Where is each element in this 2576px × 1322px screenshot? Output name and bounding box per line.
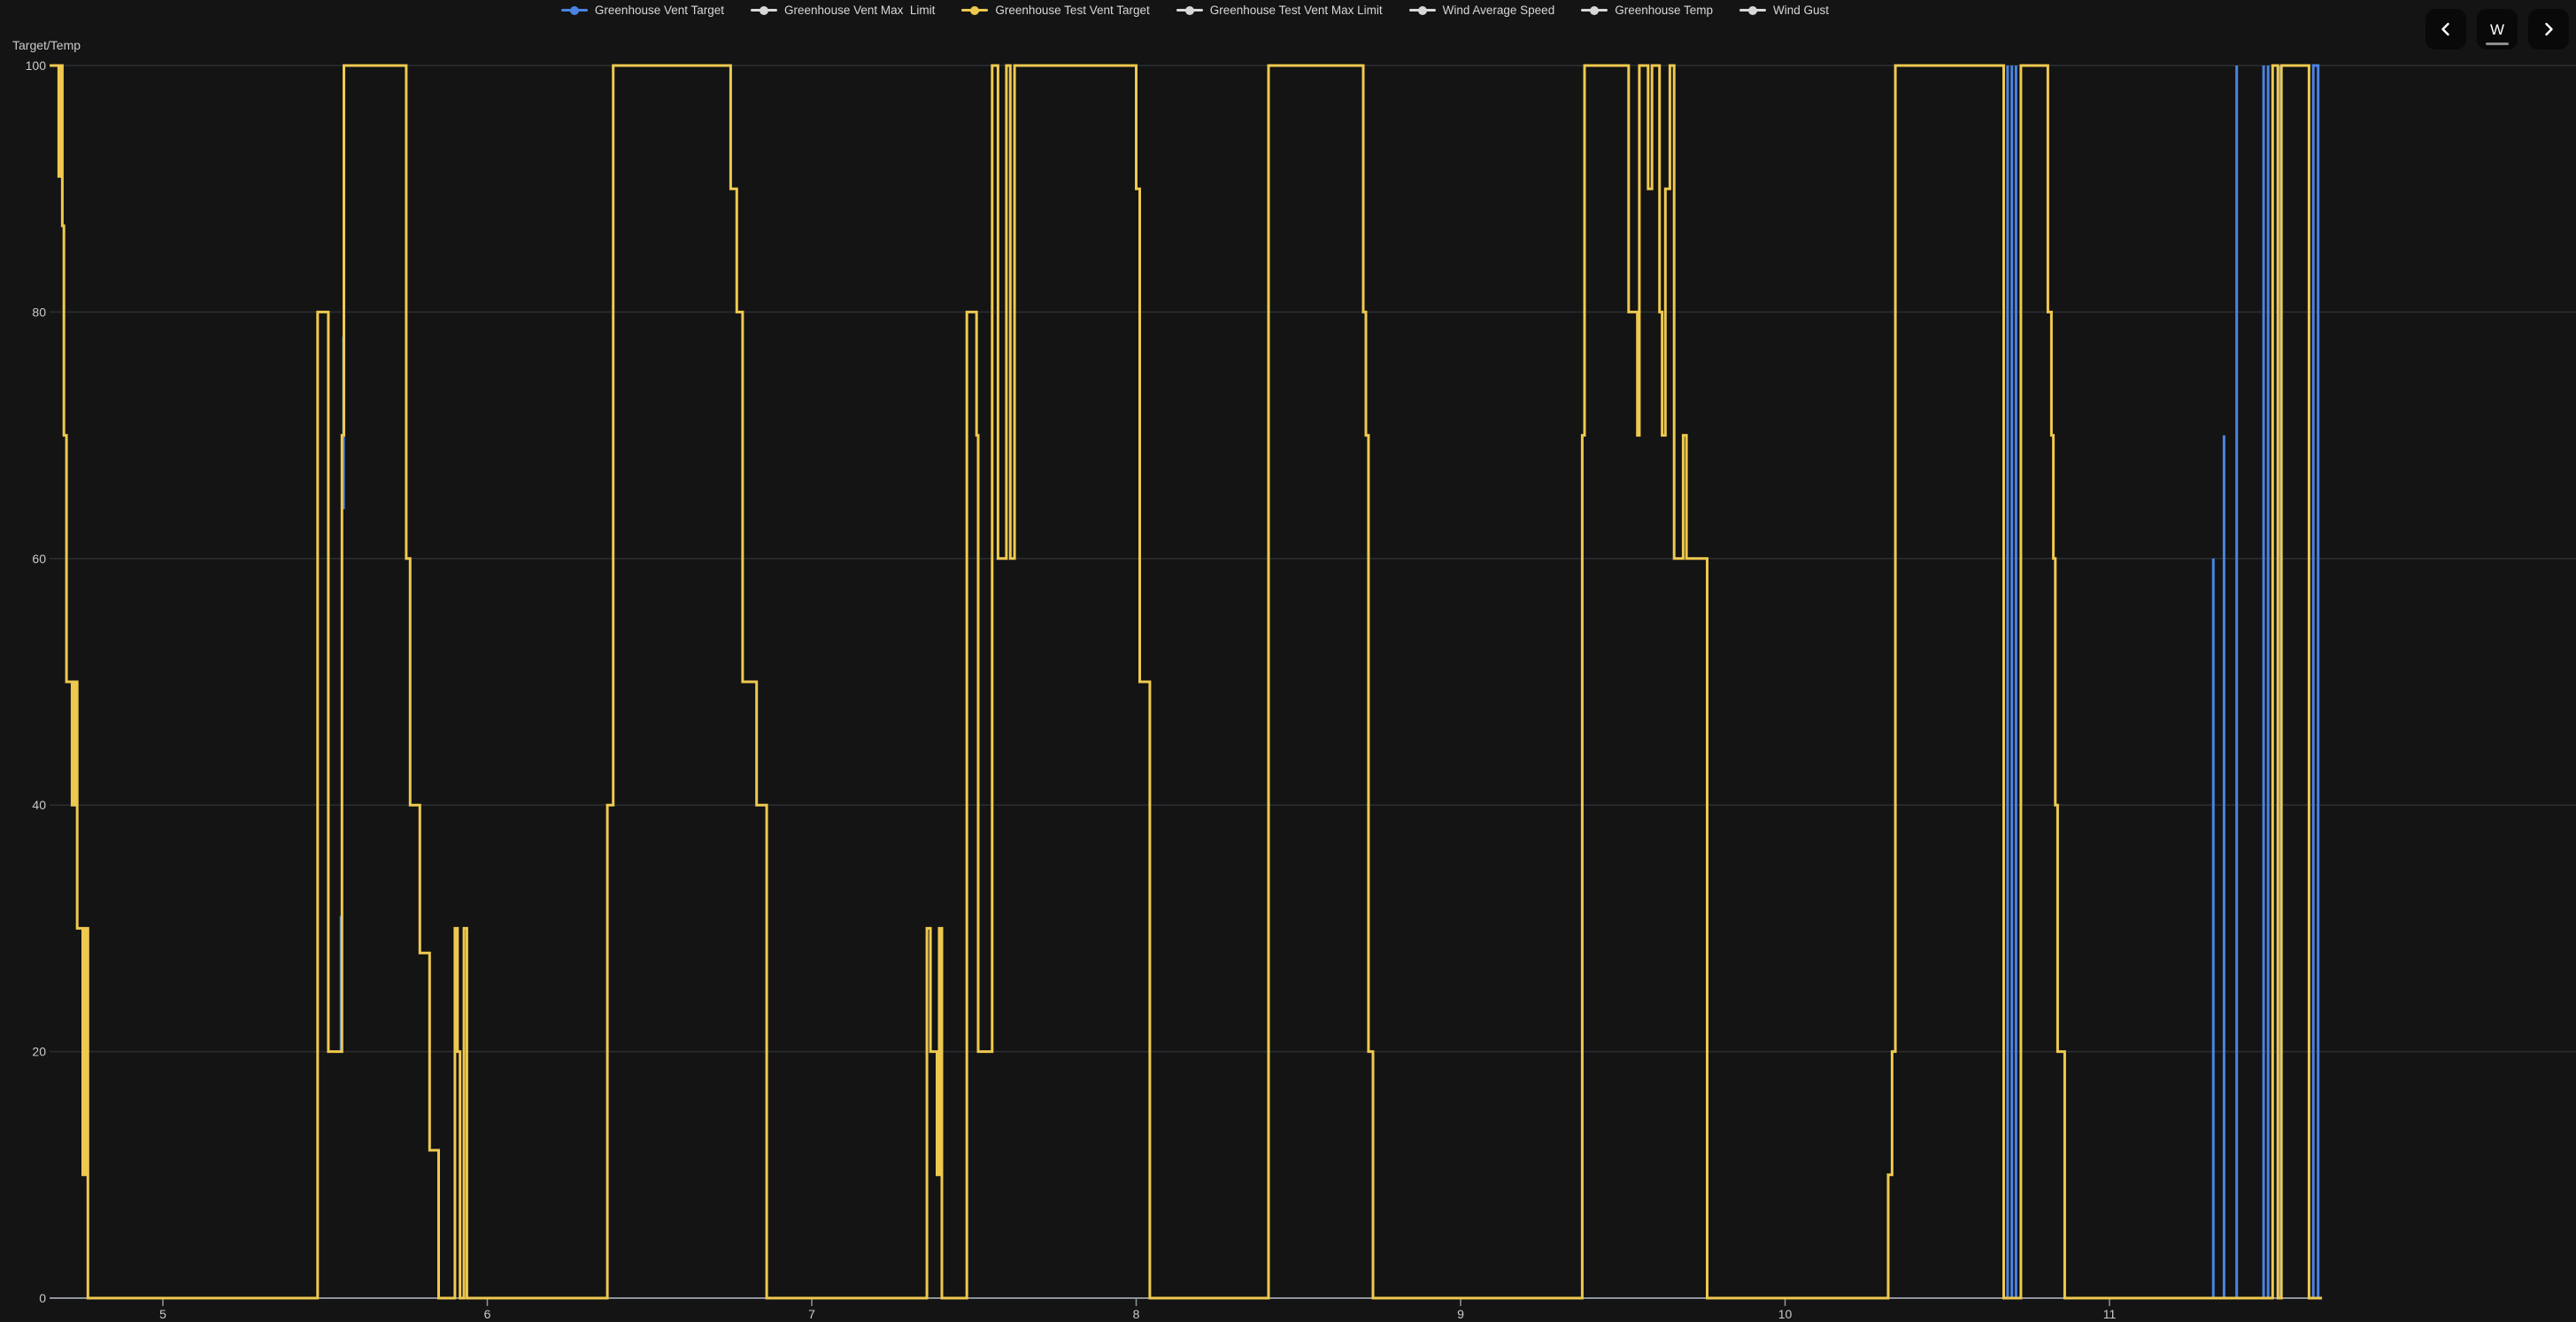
y-tick-label-100: 100 [26,58,47,73]
y-axis-title: Target/Temp [12,38,81,52]
chevron-left-icon [2441,22,2449,36]
legend-series-marker-icon [560,5,588,15]
y-tick-label-20: 20 [32,1045,46,1059]
x-tick-label-10: 10 [1778,1307,1793,1321]
x-tick-label-8: 8 [1133,1307,1140,1321]
chevron-right-icon [2545,22,2553,36]
previous-period-button[interactable] [2426,9,2466,50]
legend-label: Wind Average Speed [1442,4,1555,17]
legend-series-marker-icon [1176,5,1203,15]
legend-item-greenhouse-test-vent-max-limit[interactable]: Greenhouse Test Vent Max Limit [1176,4,1383,17]
legend-label: Greenhouse Vent Target [594,4,725,17]
y-tick-label-60: 60 [32,552,46,566]
y-tick-label-80: 80 [32,305,46,319]
x-tick-label-9: 9 [1457,1307,1464,1321]
period-label: W [2489,20,2505,38]
x-tick-label-5: 5 [159,1307,166,1321]
legend-series-marker-icon [961,5,989,15]
series-greenhouse-test-vent-target [50,64,2323,1300]
y-tick-label-0: 0 [39,1291,46,1305]
legend-item-greenhouse-vent-target[interactable]: Greenhouse Vent Target [560,4,725,17]
x-tick-label-6: 6 [484,1307,491,1321]
legend-series-marker-icon [751,5,778,15]
period-active-underline [2486,43,2509,45]
y-tick-label-40: 40 [32,798,46,812]
legend-item-greenhouse-test-vent-target[interactable]: Greenhouse Test Vent Target [961,4,1150,17]
legend-item-greenhouse-vent-max-limit[interactable]: Greenhouse Vent Max Limit [751,4,935,17]
legend-label: Greenhouse Vent Max Limit [784,4,936,17]
legend-label: Greenhouse Temp [1615,4,1714,17]
legend-series-marker-icon [1408,5,1436,15]
x-tick-label-11: 11 [2103,1307,2117,1321]
legend-series-marker-icon [1739,5,1767,15]
series-greenhouse-vent-target [2311,64,2320,1298]
legend-series-marker-icon [1581,5,1608,15]
x-tick-label-7: 7 [808,1307,815,1321]
period-week-button[interactable]: W [2477,9,2518,50]
next-period-button[interactable] [2528,9,2569,50]
legend-item-greenhouse-temp[interactable]: Greenhouse Temp [1581,4,1713,17]
legend-label: Greenhouse Test Vent Max Limit [1209,4,1383,17]
legend-item-wind-average-speed[interactable]: Wind Average Speed [1408,4,1555,17]
legend-item-wind-gust[interactable]: Wind Gust [1739,4,1829,17]
legend-label: Wind Gust [1773,4,1830,17]
period-controls: W [2426,9,2569,50]
legend-label: Greenhouse Test Vent Target [995,4,1150,17]
chart-legend: Greenhouse Vent Target Greenhouse Vent Ma… [0,4,2390,17]
